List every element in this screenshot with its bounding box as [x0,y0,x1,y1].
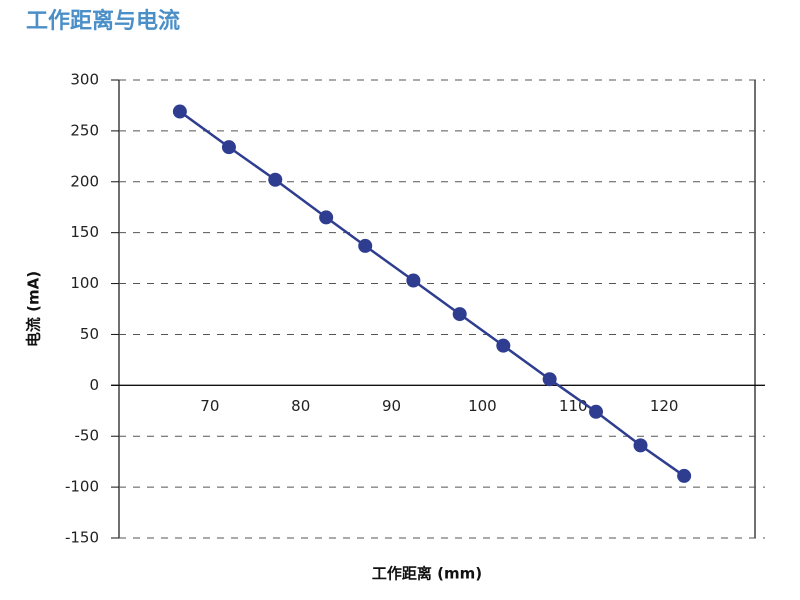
y-tick-label: 150 [70,223,99,241]
x-axis-title: 工作距离 (mm) [372,565,482,583]
data-point [496,338,511,353]
x-tick-label: 120 [650,397,679,415]
y-tick-label: 100 [70,274,99,292]
x-tick-label: 80 [291,397,310,415]
data-line [179,110,685,477]
y-tick-label: -100 [65,478,99,496]
data-point [319,210,334,225]
y-tick-label: -150 [65,529,99,547]
data-point [172,104,187,119]
y-tick-label: 300 [70,71,99,89]
data-point [633,438,648,453]
data-point [358,238,373,253]
chart-title: 工作距离与电流 [26,8,180,34]
data-point [406,273,421,288]
data-point [268,172,283,187]
x-tick-label: 110 [559,397,588,415]
x-tick-label: 100 [468,397,497,415]
data-point [589,404,603,419]
y-axis-title: 电流 (mA) [25,271,43,347]
y-tick-label: 50 [80,325,99,343]
data-point [221,140,236,155]
x-tick-label: 90 [382,397,401,415]
y-tick-label: 0 [89,376,99,394]
x-tick-label: 70 [200,397,219,415]
y-tick-label: 250 [70,121,99,139]
data-point [677,468,692,483]
y-tick-label: 200 [70,172,99,190]
y-tick-label: -50 [75,427,100,445]
data-point [542,372,557,387]
data-point [452,307,467,322]
